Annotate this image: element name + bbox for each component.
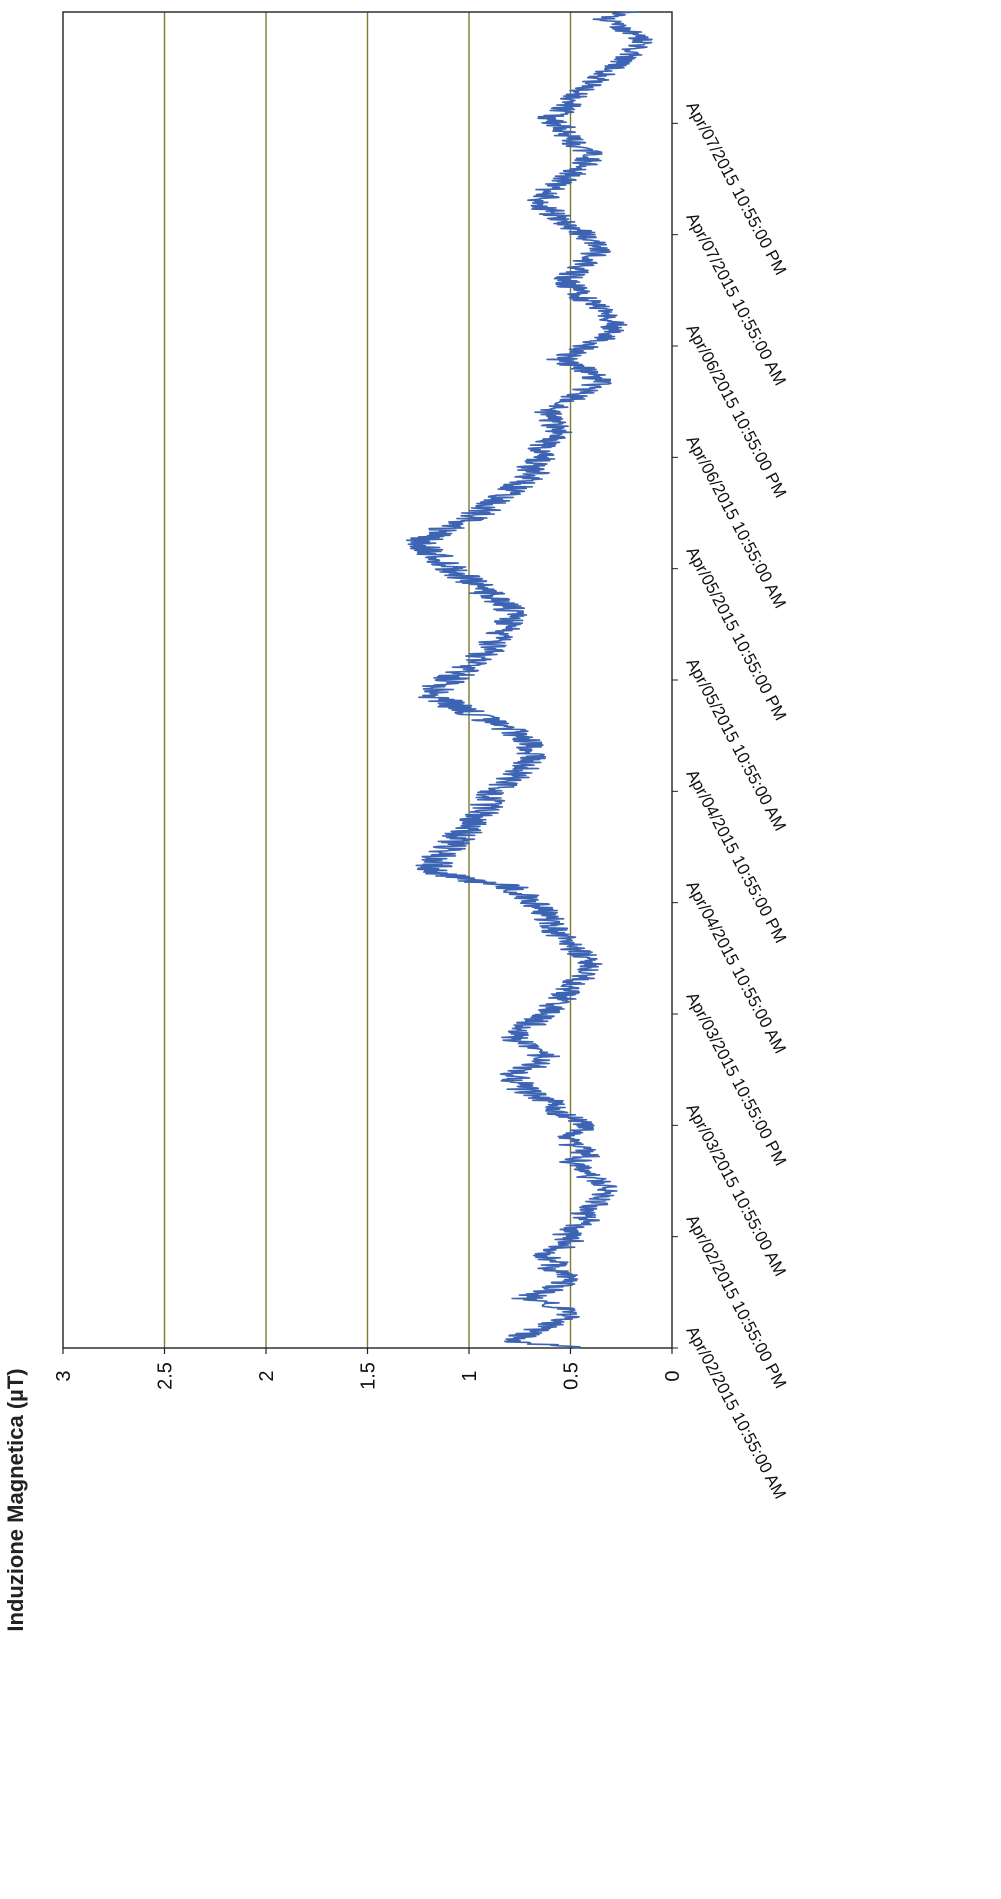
- y-axis-label: Induzione Magnetica (µT): [3, 1368, 28, 1631]
- y-tick-label-3: 1.5: [358, 1362, 380, 1390]
- y-tick-label-0: 0: [662, 1370, 684, 1381]
- y-tick-labels: 0 0.5 1 1.5 2 2.5 3: [53, 1348, 684, 1390]
- gridlines: [163, 12, 572, 1348]
- y-tick-label-1: 0.5: [561, 1362, 583, 1390]
- x-tick-label-3: Apr/03/2015 10:55:00 PM: [682, 989, 790, 1169]
- x-tick-label-9: Apr/06/2015 10:55:00 PM: [682, 321, 790, 501]
- x-tick-label-11: Apr/07/2015 10:55:00 PM: [682, 98, 790, 278]
- y-tick-label-5: 2.5: [155, 1362, 177, 1390]
- y-tick-label-2: 1: [459, 1370, 481, 1381]
- x-tick-marks: [672, 122, 678, 1349]
- x-tick-label-7: Apr/05/2015 10:55:00 PM: [682, 544, 790, 724]
- x-tick-label-5: Apr/04/2015 10:55:00 PM: [682, 766, 790, 946]
- series-group: [405, 11, 653, 1349]
- y-tick-label-6: 3: [53, 1370, 75, 1381]
- x-tick-label-1: Apr/02/2015 10:55:00 PM: [682, 1212, 790, 1392]
- y-tick-label-4: 2: [256, 1370, 278, 1381]
- series-line-0: [405, 11, 653, 1349]
